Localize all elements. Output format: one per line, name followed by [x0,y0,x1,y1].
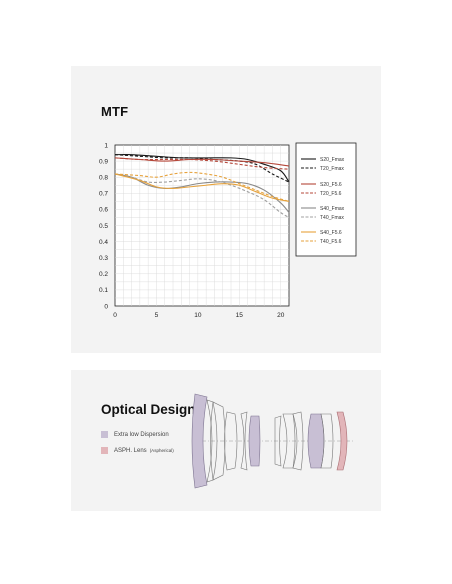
series-line-t40-f5-6 [114,171,290,202]
y-tick-label: 0.5 [99,223,108,230]
lens-element-7 [274,415,282,467]
lens-element-11 [320,413,334,469]
series-line-s20-fmax [114,153,290,183]
asph-label: ASPH. Lens [114,447,147,454]
y-tick-label: 0.9 [99,158,108,165]
series-line-t20-fmax [114,154,290,183]
y-tick-label: 0.3 [99,255,108,262]
legend-box [295,142,357,257]
lens-element-1 [191,393,208,489]
lens-element-6-ed [248,415,261,467]
lens-element-12-asph [336,411,348,471]
y-tick-label: 0.7 [99,191,108,198]
x-tick-label: 5 [155,312,159,319]
optical-design-panel: Optical Design Extra low Dispersion ASPH… [71,370,381,511]
series-line-s40-f5-6 [114,173,290,202]
series-line-s40-fmax [114,173,290,213]
x-tick-label: 20 [277,312,285,319]
x-tick-label: 10 [194,312,202,319]
asph-swatch [101,447,108,454]
series-line-t40-fmax [114,173,290,218]
legend-label: T40_Fmax [320,215,344,221]
legend-asph: ASPH. Lens (Aspherical) [101,447,174,454]
ed-swatch [101,431,108,438]
mtf-title: MTF [101,104,129,119]
y-tick-label: 0.1 [99,287,108,294]
asph-sub-label: (Aspherical) [149,448,174,453]
legend-ed: Extra low Dispersion [101,431,169,438]
legend-label: S40_F5.6 [320,230,342,236]
y-tick-label: 1 [104,142,108,149]
ed-label: Extra low Dispersion [114,431,169,438]
y-tick-label: 0.4 [99,239,108,246]
x-tick-label: 15 [236,312,244,319]
legend-label: S20_Fmax [320,157,345,163]
legend-label: S40_Fmax [320,206,345,212]
lens-element-4 [224,411,238,471]
lens-element-3 [210,401,226,481]
y-tick-label: 0.6 [99,207,108,214]
lens-element-10-ed [307,413,325,469]
legend-label: T20_F5.6 [320,191,342,197]
lens-element-9 [292,411,304,471]
lens-element-5 [240,411,248,471]
lens-element-2 [206,399,218,483]
optical-design-title: Optical Design [101,402,196,417]
lens-diagram [191,393,355,489]
legend-label: T40_F5.6 [320,239,342,245]
x-tick-label: 0 [113,312,117,319]
mtf-panel: MTF 0 0.1 0.2 0.3 0.4 0.5 0.6 0.7 0.8 0.9 1 0 5 10 15 2… [71,66,381,353]
y-tick-label: 0.8 [99,175,108,182]
mtf-chart: 00.10.20.30.40.50.60.70.80.910 5 10 15 20 S2… [99,142,357,319]
y-tick-label: 0.2 [99,271,108,278]
legend-label: S20_F5.6 [320,182,342,188]
series-line-t20-f5-6 [114,157,290,170]
legend-label: T20_Fmax [320,166,344,172]
y-tick-label: 0 [104,303,108,310]
